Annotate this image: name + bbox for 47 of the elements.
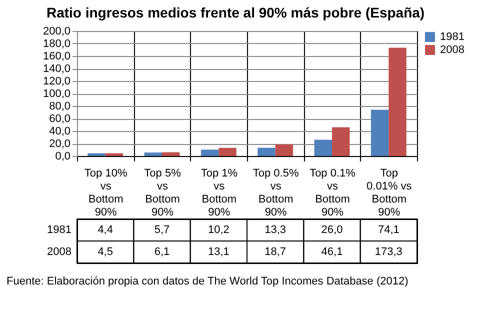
bar	[88, 153, 106, 156]
data-label: 4,5	[98, 246, 113, 258]
bar	[162, 152, 180, 156]
bar	[370, 110, 389, 156]
x-tick-label: Top 0.5% vs Bottom 90%	[252, 168, 299, 218]
bar	[258, 148, 276, 156]
y-tick-label: 0,0	[55, 150, 70, 162]
y-tick-label: 120,0	[42, 76, 70, 88]
legend-label: 2008	[440, 44, 464, 56]
x-tick-label: Top 0.1% vs Bottom 90%	[310, 168, 356, 218]
data-label: 46,1	[321, 246, 343, 258]
y-tick-label: 100,0	[42, 88, 70, 100]
legend-label: 1981	[440, 31, 464, 43]
data-label: 4,4	[98, 224, 113, 236]
y-tick-label: 160,0	[42, 50, 70, 62]
x-tick-label: Top 5% vs Bottom 90%	[144, 168, 182, 218]
bar	[332, 127, 350, 156]
y-tick-label: 140,0	[42, 63, 70, 75]
data-label: 173,3	[374, 246, 402, 258]
y-tick-label: 180,0	[42, 38, 70, 50]
text: 1981	[47, 224, 72, 236]
bar	[218, 148, 236, 156]
bar	[144, 152, 162, 156]
data-label: 13,1	[208, 246, 230, 258]
bar	[388, 48, 406, 156]
y-tick-label: 80,0	[49, 100, 70, 112]
y-tick-label: 200,0	[42, 26, 70, 38]
bar	[200, 150, 219, 156]
bar	[105, 153, 124, 156]
bar	[275, 144, 294, 156]
bar	[314, 140, 332, 156]
y-tick-label: 60,0	[49, 113, 70, 125]
data-label: 6,1	[154, 246, 170, 258]
y-tick-label: 20,0	[49, 138, 70, 150]
data-label: 26,0	[321, 224, 343, 236]
data-label: 10,2	[208, 224, 230, 236]
text: 2008	[47, 246, 72, 258]
x-tick-label: Top 1% vs Bottom 90%	[200, 168, 238, 218]
data-label: 13,3	[264, 224, 286, 236]
data-label: 18,7	[264, 246, 286, 258]
x-tick-label: Top 0.01% vs Bottom 90%	[366, 168, 412, 218]
data-label: 74,1	[378, 224, 400, 236]
x-tick-label: Top 10% vs Bottom 90%	[84, 168, 128, 218]
chart-title: Ratio ingresos medios frente al 90% más pobre (España)	[46, 4, 425, 20]
data-label: 5,7	[154, 224, 170, 236]
y-tick-label: 40,0	[49, 126, 70, 138]
source-note: Fuente: Elaboración propia con datos de The World Top Incomes Database (2012)	[6, 276, 408, 288]
